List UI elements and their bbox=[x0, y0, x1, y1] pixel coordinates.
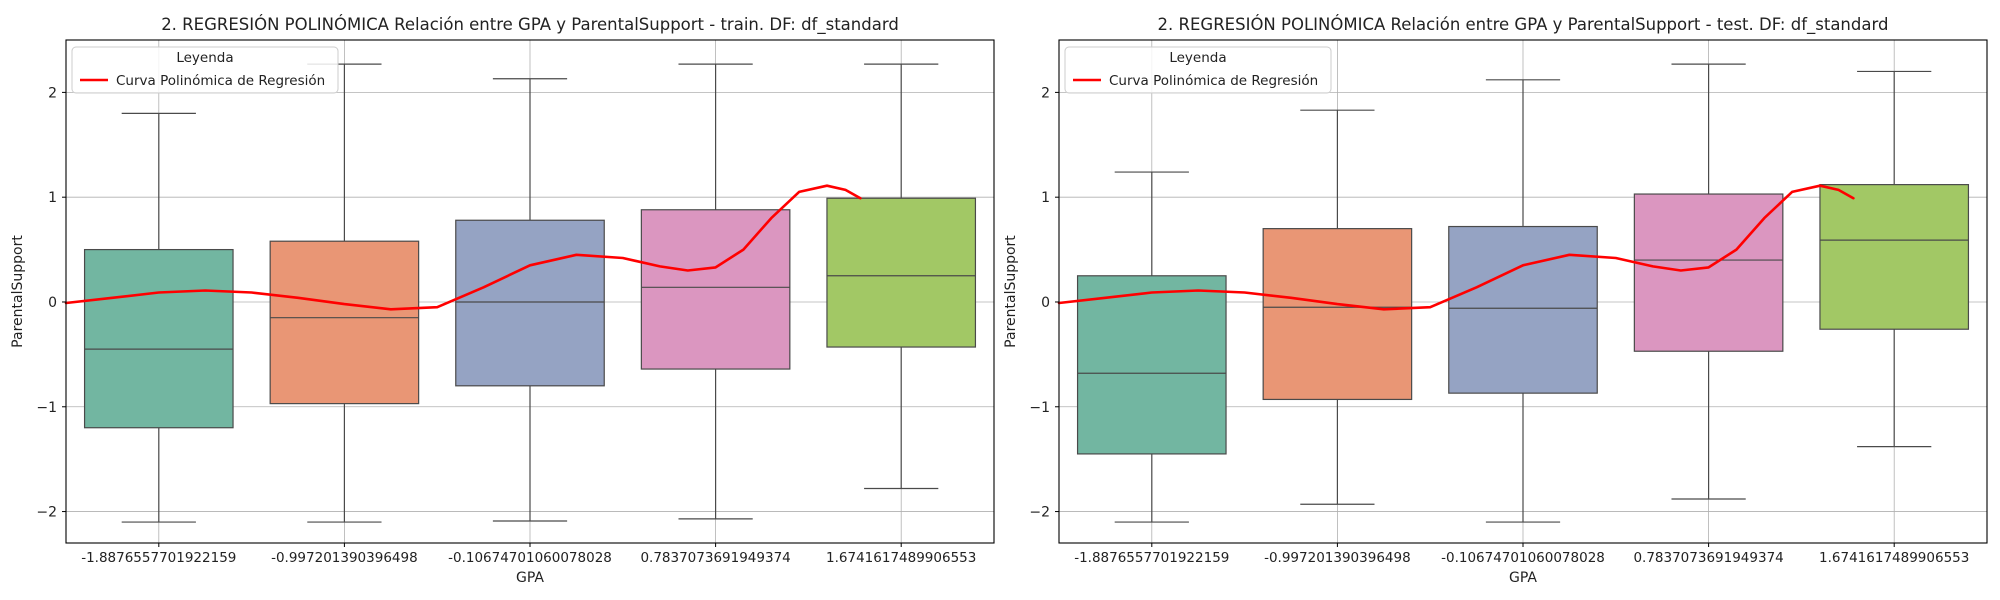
box-body bbox=[83, 248, 234, 429]
chart-panel-2: −2 −1 0 1 2 -1.8876557701922159 -0.99720139039… bbox=[1003, 15, 1988, 586]
box-body bbox=[640, 209, 791, 370]
legend-box bbox=[1064, 46, 1332, 94]
x-tick-label: -0.997201390396498 bbox=[1264, 550, 1411, 566]
y-tick-label: 1 bbox=[48, 190, 57, 206]
y-axis-label: ParentalSupport bbox=[10, 235, 26, 348]
box-body bbox=[1076, 275, 1227, 455]
y-tick-label: 2 bbox=[1041, 85, 1050, 101]
box-body bbox=[1448, 225, 1598, 394]
x-tick-label: -1.8876557701922159 bbox=[81, 550, 236, 566]
x-tick-label: -0.997201390396498 bbox=[271, 550, 418, 566]
legend: Leyenda Curva Polinómica de Regresión bbox=[71, 46, 339, 94]
chart-title: 2. REGRESIÓN POLINÓMICA Relación entre G… bbox=[161, 15, 899, 35]
box-5 bbox=[826, 63, 977, 490]
x-tick-label: -0.10674701060078028 bbox=[1441, 550, 1605, 566]
y-tick-label: −1 bbox=[1029, 400, 1050, 416]
x-axis-label: GPA bbox=[516, 570, 544, 586]
y-tick-label: 1 bbox=[1041, 190, 1050, 206]
y-axis-label: ParentalSupport bbox=[1003, 235, 1019, 348]
y-tick-label: 2 bbox=[48, 85, 57, 101]
box-1 bbox=[1076, 171, 1227, 523]
box-5 bbox=[1819, 70, 1970, 448]
box-body bbox=[826, 197, 977, 348]
legend-title: Leyenda bbox=[176, 50, 233, 66]
y-tick-label: −1 bbox=[36, 400, 57, 416]
y-tick-label: −2 bbox=[1029, 505, 1050, 521]
y-tick-label: −2 bbox=[36, 505, 57, 521]
x-axis-label: GPA bbox=[1509, 570, 1537, 586]
box-body bbox=[1633, 193, 1784, 352]
x-tick-label: 1.6741617489906553 bbox=[1819, 550, 1969, 566]
x-tick-label: 0.7837073691949374 bbox=[1633, 550, 1783, 566]
box-4 bbox=[1633, 63, 1784, 500]
box-3 bbox=[1448, 79, 1598, 523]
y-tick-label: 0 bbox=[48, 295, 57, 311]
box-2 bbox=[1262, 109, 1413, 505]
box-body bbox=[269, 240, 420, 405]
box-body bbox=[1262, 228, 1413, 401]
chart-panel-1: −2 −1 0 1 2 -1.8876557701922159 -0.99720139039… bbox=[10, 15, 995, 586]
x-tick-label: -0.10674701060078028 bbox=[448, 550, 612, 566]
box-2 bbox=[269, 63, 420, 523]
legend-entry: Curva Polinómica de Regresión bbox=[1109, 73, 1318, 89]
box-4 bbox=[640, 63, 791, 520]
regression-curve bbox=[1057, 184, 1855, 311]
x-tick-label: -1.8876557701922159 bbox=[1074, 550, 1229, 566]
box-3 bbox=[455, 78, 605, 522]
y-tick-label: 0 bbox=[1041, 295, 1050, 311]
box-1 bbox=[83, 112, 234, 523]
x-tick-label: 0.7837073691949374 bbox=[640, 550, 790, 566]
legend: Leyenda Curva Polinómica de Regresión bbox=[1064, 46, 1332, 94]
legend-title: Leyenda bbox=[1169, 50, 1226, 66]
legend-box bbox=[71, 46, 339, 94]
box-body bbox=[455, 219, 605, 387]
box-body bbox=[1819, 184, 1970, 330]
legend-entry: Curva Polinómica de Regresión bbox=[116, 73, 325, 89]
regression-curve bbox=[64, 184, 862, 311]
x-tick-label: 1.6741617489906553 bbox=[826, 550, 976, 566]
chart-title: 2. REGRESIÓN POLINÓMICA Relación entre G… bbox=[1158, 15, 1889, 35]
